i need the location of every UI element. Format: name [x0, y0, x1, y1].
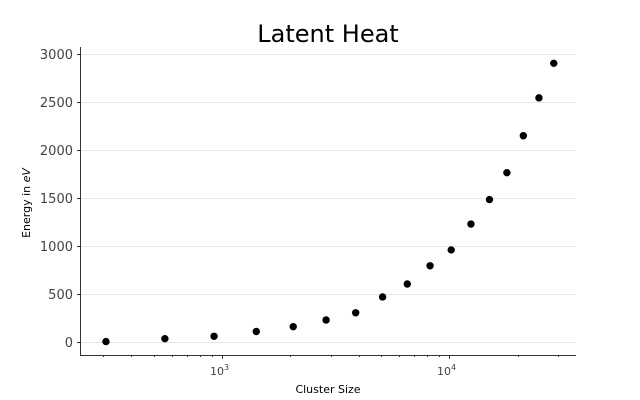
y-tick-label: 2500 [40, 96, 73, 111]
data-point [102, 337, 110, 346]
y-tick-label: 1000 [40, 240, 73, 255]
chart-title: Latent Heat [257, 20, 398, 48]
x-axis-label: Cluster Size [295, 383, 360, 396]
data-point [485, 195, 494, 204]
data-point [351, 309, 360, 317]
data-point [550, 59, 558, 68]
data-point [403, 280, 411, 288]
y-axis-ticks: 0 500 1000 1500 2000 2500 3000 [40, 48, 81, 351]
data-point [447, 246, 455, 254]
y-axis-label-unit: eV [20, 167, 33, 183]
y-tick-label: 2000 [40, 144, 73, 159]
x-tick-label: 103 [210, 363, 229, 378]
y-axis-label-text: Energy in [20, 182, 33, 238]
data-point [210, 332, 218, 340]
data-point [252, 327, 260, 336]
data-point [535, 94, 543, 102]
data-point [378, 293, 387, 301]
data-point [426, 262, 434, 270]
y-axis-label: Energy in eV [20, 167, 33, 238]
y-tick-label: 0 [65, 336, 73, 351]
y-tick-label: 500 [48, 288, 73, 303]
data-point [519, 132, 528, 140]
x-axis-ticks: 103 104 [103, 355, 559, 378]
data-point [289, 322, 297, 331]
data-point [322, 316, 330, 324]
gridlines [81, 54, 576, 343]
data-point [467, 220, 475, 228]
data-points [102, 59, 558, 346]
x-tick-label: 104 [437, 363, 456, 378]
y-tick-label: 3000 [40, 48, 73, 63]
data-point [161, 334, 169, 343]
y-tick-label: 1500 [40, 192, 73, 207]
data-point [503, 168, 511, 177]
